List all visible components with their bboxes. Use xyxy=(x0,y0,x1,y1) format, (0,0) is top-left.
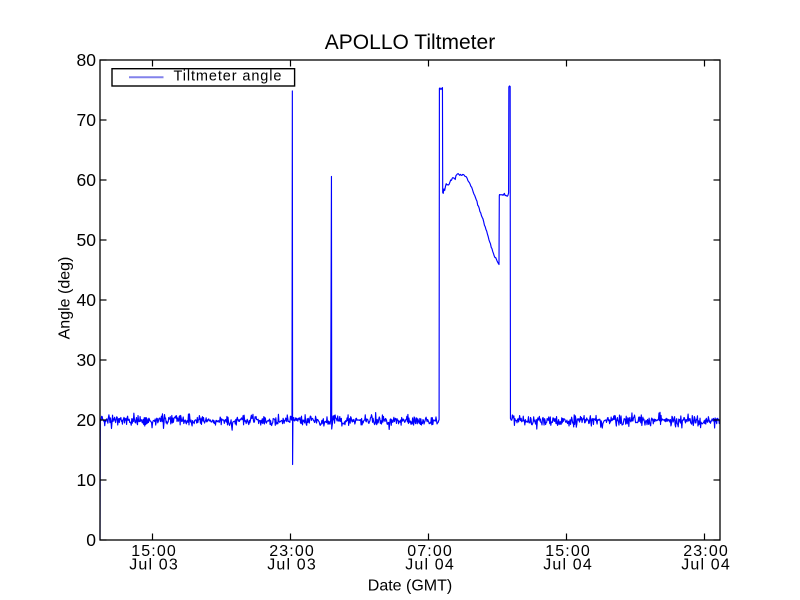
svg-text:20: 20 xyxy=(77,410,97,430)
svg-text:10: 10 xyxy=(77,470,97,490)
svg-text:70: 70 xyxy=(77,110,97,130)
svg-text:Jul 04: Jul 04 xyxy=(543,557,593,574)
svg-text:Jul 04: Jul 04 xyxy=(405,557,455,574)
svg-text:30: 30 xyxy=(77,350,97,370)
svg-text:Jul 04: Jul 04 xyxy=(681,557,731,574)
svg-text:23:00: 23:00 xyxy=(683,543,729,560)
svg-text:Jul 03: Jul 03 xyxy=(129,557,179,574)
svg-text:Date (GMT): Date (GMT) xyxy=(368,578,452,595)
svg-text:07:00: 07:00 xyxy=(407,543,453,560)
svg-text:23:00: 23:00 xyxy=(269,543,315,560)
svg-text:Angle (deg): Angle (deg) xyxy=(56,257,73,340)
svg-text:40: 40 xyxy=(77,290,97,310)
svg-text:80: 80 xyxy=(77,50,97,70)
svg-text:15:00: 15:00 xyxy=(131,543,177,560)
svg-text:Jul 03: Jul 03 xyxy=(267,557,317,574)
svg-text:Tiltmeter angle: Tiltmeter angle xyxy=(174,69,283,85)
svg-text:0: 0 xyxy=(86,530,96,550)
svg-text:APOLLO Tiltmeter: APOLLO Tiltmeter xyxy=(325,31,495,54)
svg-text:60: 60 xyxy=(77,170,97,190)
svg-text:15:00: 15:00 xyxy=(545,543,591,560)
svg-text:50: 50 xyxy=(77,230,97,250)
